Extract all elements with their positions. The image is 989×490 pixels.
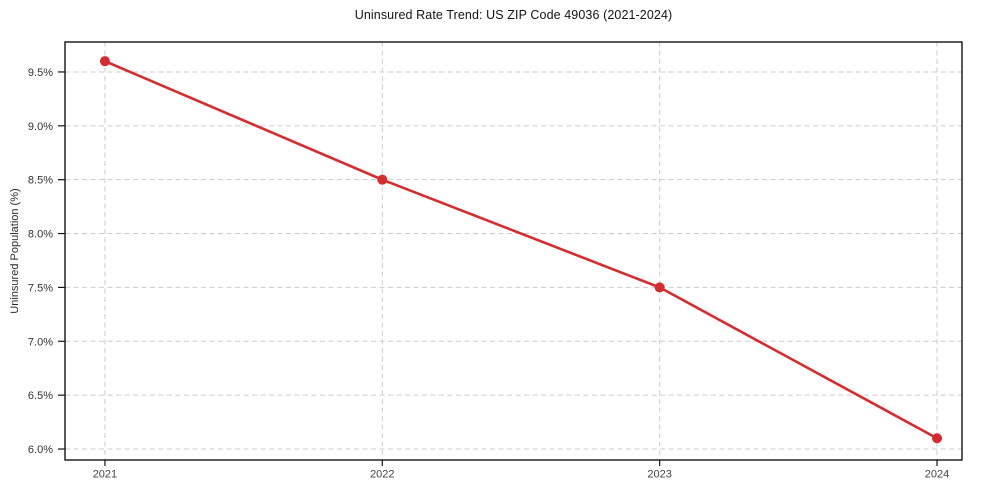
y-tick-label: 8.5% — [28, 175, 53, 187]
y-tick-label: 6.0% — [28, 444, 53, 456]
y-tick-label: 7.0% — [28, 336, 53, 348]
y-tick-label: 7.5% — [28, 282, 53, 294]
x-tick-label: 2021 — [93, 469, 117, 481]
data-point-marker — [654, 282, 665, 293]
y-tick-label: 9.0% — [28, 121, 53, 133]
x-tick-label: 2023 — [647, 469, 671, 481]
plot-border — [64, 41, 963, 461]
trend-line — [103, 59, 939, 440]
y-tick-label: 8.0% — [28, 229, 53, 241]
data-point-marker — [932, 433, 943, 444]
x-tick-label: 2022 — [370, 469, 394, 481]
x-tick-label: 2024 — [925, 469, 949, 481]
y-tick-label: 9.5% — [28, 67, 53, 79]
data-point-marker — [99, 56, 110, 67]
data-point-marker — [377, 174, 388, 185]
chart-title: Uninsured Rate Trend: US ZIP Code 49036 … — [354, 8, 673, 22]
y-tick-label: 6.5% — [28, 390, 53, 402]
